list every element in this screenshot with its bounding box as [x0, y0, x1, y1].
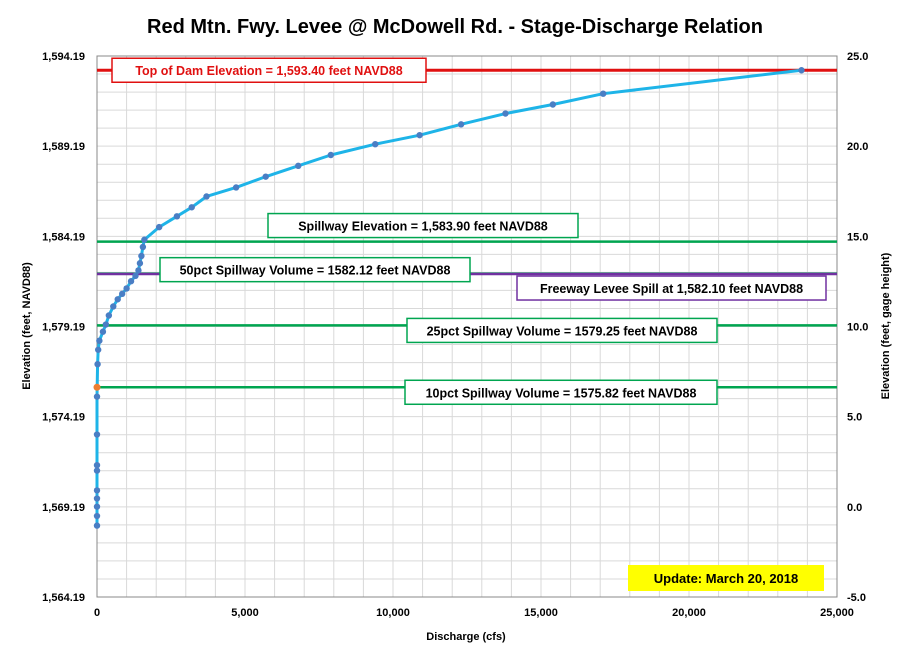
data-point	[135, 267, 142, 274]
data-point	[118, 290, 126, 298]
data-point	[93, 503, 101, 510]
y-left-tick-label: 1,564.19	[42, 592, 85, 604]
data-point	[94, 346, 102, 353]
y-left-tick-label: 1,589.19	[42, 141, 85, 153]
y-right-tick-label: -5.0	[847, 592, 866, 604]
y-left-axis-label: Elevation (feet, NAVD88)	[21, 262, 33, 390]
x-tick-label: 5,000	[231, 607, 259, 619]
data-point	[93, 522, 101, 529]
data-point	[105, 312, 113, 319]
data-point	[93, 467, 101, 474]
y-right-tick-label: 0.0	[847, 502, 862, 514]
reference-label-box	[159, 256, 471, 283]
data-point	[155, 223, 163, 231]
update-note-box	[628, 565, 824, 591]
data-point	[93, 512, 101, 520]
reference-label-text: 50pct Spillway Volume = 1582.12 feet NAV…	[180, 264, 451, 278]
data-point	[139, 243, 147, 251]
reference-label-box	[406, 317, 718, 344]
y-left-tick-label: 1,574.19	[42, 412, 85, 424]
reference-label-box	[404, 379, 718, 406]
data-point	[798, 67, 805, 74]
data-point	[102, 321, 110, 328]
y-left-tick-label: 1,594.19	[42, 51, 85, 63]
y-right-tick-label: 15.0	[847, 231, 868, 243]
data-point	[232, 184, 240, 191]
data-point	[136, 260, 144, 267]
data-point	[93, 431, 101, 438]
reference-label-text: 25pct Spillway Volume = 1579.25 feet NAV…	[427, 324, 698, 338]
data-point	[372, 140, 379, 148]
data-point	[327, 151, 335, 159]
data-point	[93, 393, 101, 400]
data-point	[457, 121, 465, 128]
y-right-tick-label: 25.0	[847, 51, 868, 63]
y-right-tick-label: 20.0	[847, 141, 868, 153]
y-left-axis-ticks: 1,564.19 1,569.19 1,574.19 1,579.19 1,584.19…	[42, 51, 85, 604]
reference-label-text: Freeway Levee Spill at 1,582.10 feet NAV…	[540, 282, 803, 296]
reference-label-box	[267, 212, 579, 239]
y-right-tick-label: 5.0	[847, 412, 862, 424]
data-point	[599, 90, 607, 97]
reference-label-box	[516, 275, 827, 301]
data-point	[127, 278, 135, 285]
data-point	[188, 204, 195, 211]
data-point	[502, 110, 509, 117]
data-point	[549, 101, 557, 108]
x-tick-label: 10,000	[376, 607, 410, 619]
data-point	[93, 495, 101, 502]
x-axis-label: Discharge (cfs)	[426, 631, 506, 643]
data-point	[262, 173, 269, 180]
y-right-tick-label: 10.0	[847, 322, 868, 334]
x-tick-label: 25,000	[820, 607, 854, 619]
data-point	[110, 303, 117, 310]
data-point	[99, 328, 107, 335]
data-point	[132, 272, 139, 280]
data-point	[138, 252, 145, 260]
reference-label-text: 10pct Spillway Volume = 1575.82 feet NAV…	[426, 386, 697, 400]
data-point	[93, 461, 101, 469]
y-right-axis-label: Elevation (feet, gage height)	[880, 252, 892, 399]
y-left-tick-label: 1,579.19	[42, 322, 85, 334]
data-point	[203, 193, 210, 200]
rating-curve-series	[93, 67, 805, 529]
x-tick-label: 20,000	[672, 607, 706, 619]
data-point	[96, 337, 103, 344]
x-tick-label: 15,000	[524, 607, 558, 619]
data-point	[94, 360, 101, 368]
data-point	[173, 213, 181, 220]
data-point	[93, 487, 101, 494]
highlight-point	[93, 383, 101, 391]
x-tick-label: 0	[94, 607, 100, 619]
update-note: Update: March 20, 2018	[628, 565, 824, 591]
y-left-tick-label: 1,569.19	[42, 502, 85, 514]
reference-label-text: Spillway Elevation = 1,583.90 feet NAVD8…	[298, 220, 548, 234]
data-point	[416, 131, 423, 139]
data-point	[141, 236, 148, 243]
y-right-axis-ticks: -5.0 0.0 5.0 10.0 15.0 20.0 25.0	[847, 51, 868, 604]
update-note-text: Update: March 20, 2018	[654, 571, 799, 586]
reference-labels: Top of Dam Elevation = 1,593.40 feet NAV…	[111, 57, 827, 406]
x-axis-ticks: 0 5,000 10,000 15,000 20,000 25,000	[94, 607, 854, 619]
chart-title: Red Mtn. Fwy. Levee @ McDowell Rd. - Sta…	[147, 16, 763, 38]
data-point	[295, 162, 302, 170]
data-point	[123, 285, 130, 292]
reference-label-box	[111, 57, 427, 83]
reference-label-text: Top of Dam Elevation = 1,593.40 feet NAV…	[135, 64, 402, 78]
y-left-tick-label: 1,584.19	[42, 231, 85, 243]
data-point	[114, 296, 121, 303]
